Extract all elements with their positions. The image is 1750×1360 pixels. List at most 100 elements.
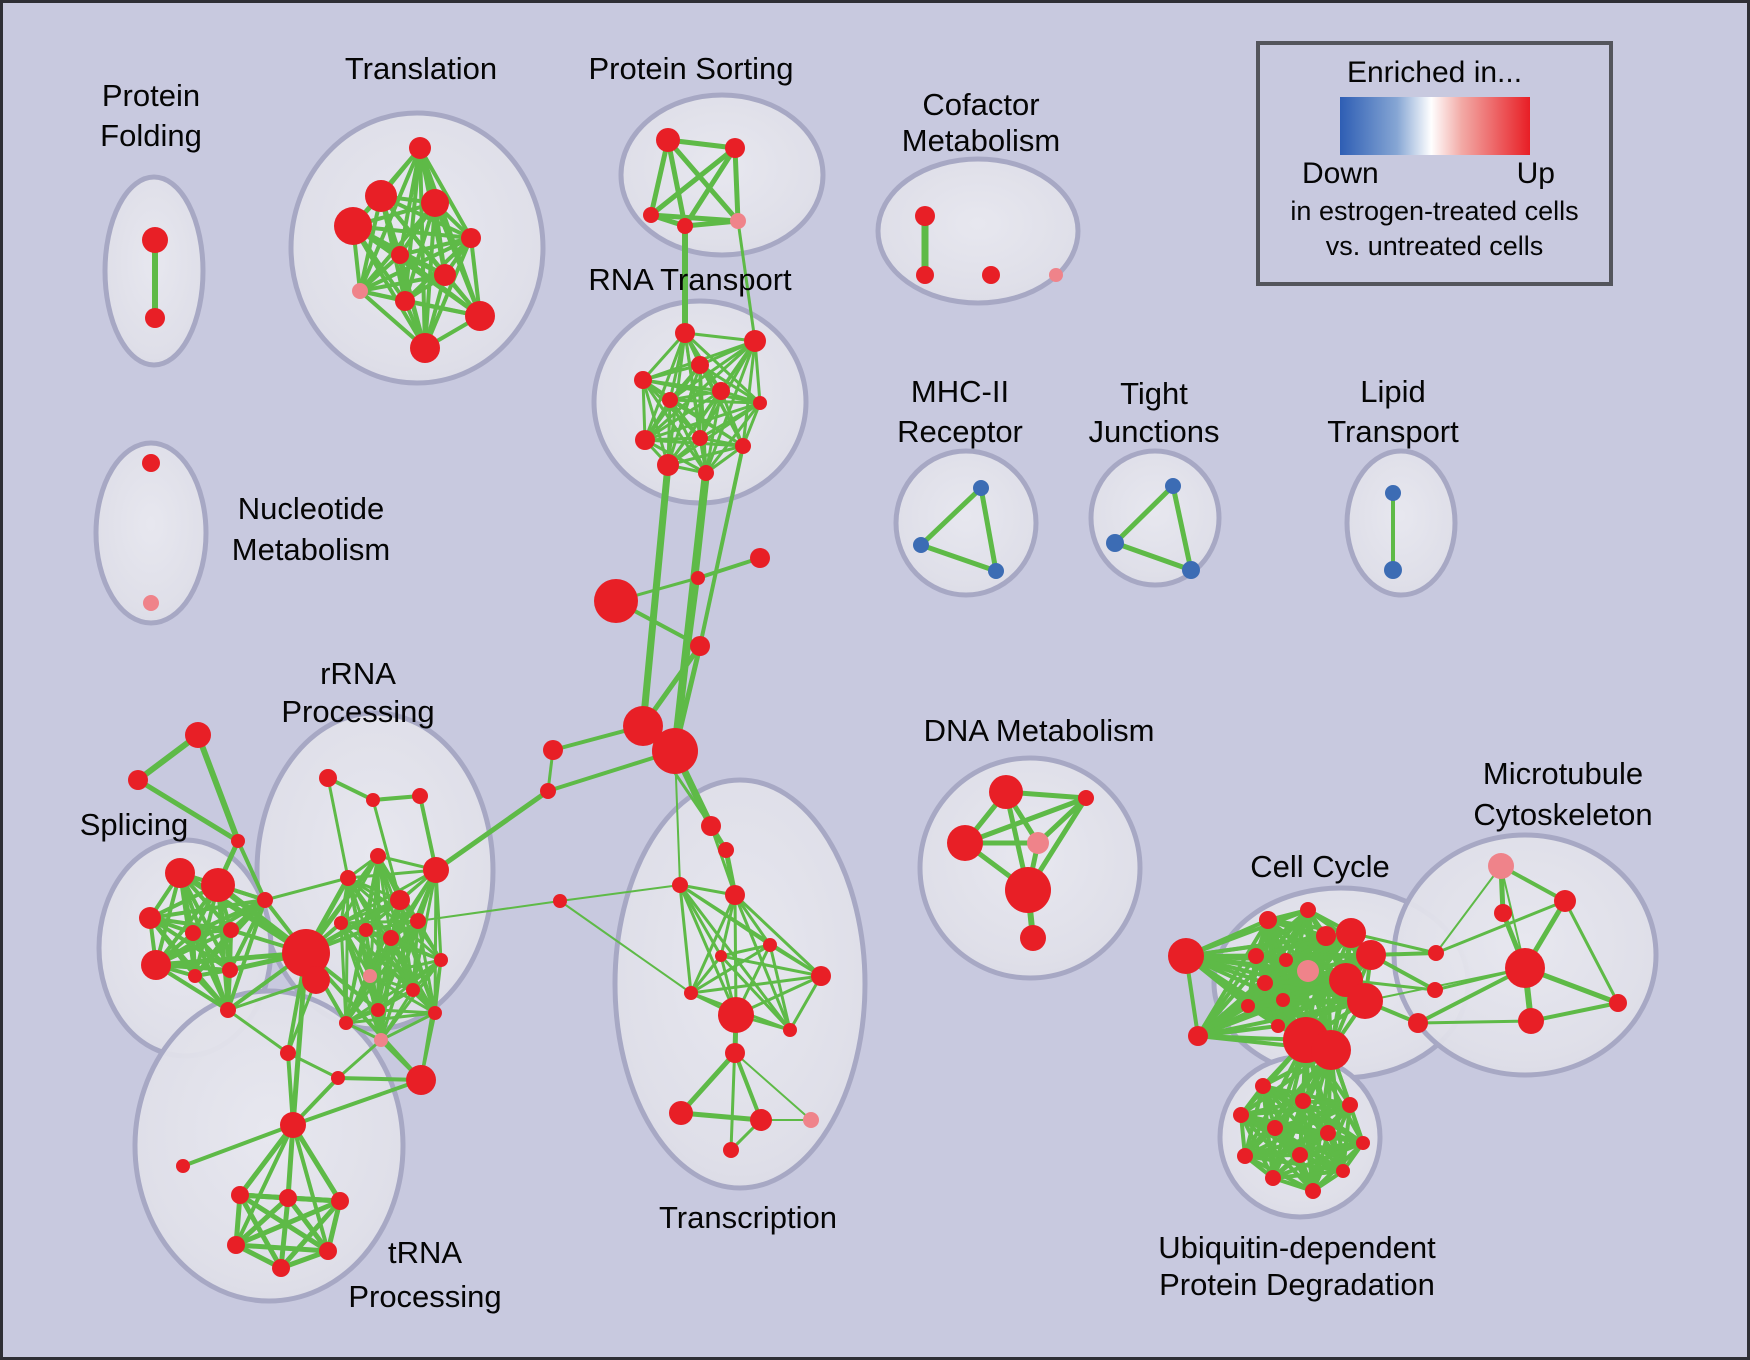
- enrichment-overlap-edge: [698, 363, 762, 405]
- gene-set-node-99: [672, 877, 688, 893]
- enrichment-overlap-edge: [1246, 999, 1367, 1008]
- enrichment-overlap-edge: [417, 900, 561, 922]
- gene-set-node-77: [434, 953, 448, 967]
- gene-set-node-63: [222, 962, 238, 978]
- gene-set-node-147: [1342, 1097, 1358, 1113]
- enrichment-overlap-edge: [641, 331, 687, 382]
- gene-set-node-9: [352, 283, 368, 299]
- cluster-label-trna-processing: tRNA: [388, 1235, 462, 1270]
- cluster-label-rrna-processing: Processing: [281, 694, 434, 729]
- gene-set-node-130: [1241, 999, 1255, 1013]
- enrichment-overlap-edge: [733, 893, 823, 978]
- gene-set-node-87: [280, 1112, 306, 1138]
- gene-set-node-104: [684, 986, 698, 1000]
- gene-set-node-79: [406, 983, 420, 997]
- enrichment-overlap-edge: [389, 936, 437, 1015]
- gene-set-node-139: [1488, 853, 1514, 879]
- enrichment-overlap-edge: [666, 389, 723, 467]
- gene-set-node-82: [339, 1016, 353, 1030]
- gene-set-node-136: [1408, 1013, 1428, 1033]
- gene-set-node-29: [692, 430, 708, 446]
- enrichment-overlap-edge: [689, 943, 772, 995]
- gene-set-node-52: [553, 894, 567, 908]
- enrichment-overlap-edge: [1529, 1001, 1620, 1023]
- gene-set-node-45: [691, 571, 705, 585]
- legend-title: Enriched in...: [1346, 56, 1523, 89]
- gene-set-node-119: [1188, 1026, 1208, 1046]
- gene-set-node-21: [1049, 268, 1063, 282]
- enrichment-overlap-edge: [278, 1198, 343, 1271]
- gene-set-node-111: [723, 1142, 739, 1158]
- gene-set-node-19: [916, 266, 934, 284]
- gene-set-node-148: [1233, 1107, 1249, 1123]
- enrichment-overlap-edge: [1243, 1131, 1330, 1158]
- gene-set-node-17: [730, 213, 746, 229]
- gene-set-node-151: [1356, 1136, 1370, 1150]
- gene-set-node-80: [371, 1003, 385, 1017]
- gene-set-node-142: [1505, 948, 1545, 988]
- enrichment-overlap-edge: [678, 1050, 738, 1116]
- enrichment-overlap-edge: [291, 1078, 423, 1127]
- cluster-ellipse-nucleotide-metabolism: [93, 440, 209, 626]
- cluster-label-lipid-transport: Lipid: [1360, 374, 1426, 409]
- gene-set-node-149: [1267, 1120, 1283, 1136]
- gene-set-node-58: [139, 907, 161, 929]
- cluster-label-nucleotide-metabolism: Nucleotide: [238, 491, 384, 526]
- gene-set-node-65: [220, 1002, 236, 1018]
- enrichment-overlap-edge: [1112, 540, 1194, 573]
- gene-set-node-101: [763, 938, 777, 952]
- gene-set-node-37: [1165, 478, 1181, 494]
- enrichment-overlap-edge: [226, 978, 318, 1012]
- enrichment-overlap-edge: [719, 954, 823, 978]
- enrichment-overlap-edge: [559, 884, 681, 902]
- enrichment-overlap-edge: [719, 943, 772, 958]
- enrichment-overlap-edge: [683, 331, 757, 343]
- enrichment-overlap-edge: [678, 1110, 764, 1123]
- gene-set-node-102: [715, 950, 727, 962]
- gene-set-node-105: [718, 997, 754, 1033]
- gene-set-node-13: [656, 128, 680, 152]
- enrichment-overlap-edge: [978, 485, 999, 574]
- gene-set-node-73: [410, 913, 426, 929]
- enrichment-overlap-edge: [768, 943, 792, 1032]
- enrichment-overlap-edge: [648, 145, 738, 218]
- legend-box: Enriched in... Down Up in estrogen-treat…: [1256, 41, 1613, 286]
- enrichment-overlap-edge: [698, 444, 745, 648]
- enrichment-overlap-edge: [1416, 1019, 1533, 1025]
- enrichment-overlap-edge: [1246, 954, 1258, 1008]
- enrichment-overlap-edge: [559, 900, 692, 994]
- cluster-ellipse-lipid-transport: [1344, 448, 1458, 598]
- enrichment-overlap-edge: [1434, 899, 1567, 955]
- enrichment-overlap-edge: [668, 398, 762, 405]
- gene-set-node-92: [227, 1236, 245, 1254]
- gene-set-node-153: [1292, 1147, 1308, 1163]
- gene-set-node-31: [735, 438, 751, 454]
- gene-set-node-123: [1336, 918, 1366, 948]
- enrichment-overlap-edge: [379, 1011, 437, 1042]
- gene-set-node-128: [1257, 975, 1273, 991]
- enrichment-overlap-edge: [379, 988, 415, 1042]
- enrichment-overlap-edge: [643, 401, 762, 442]
- enrichment-overlap-edge: [733, 893, 738, 1017]
- gene-set-node-39: [1182, 561, 1200, 579]
- enrichment-overlap-edge: [398, 898, 437, 1015]
- enrichment-overlap-edge: [278, 1195, 291, 1271]
- enrichment-overlap-edge: [291, 1123, 330, 1253]
- cluster-ellipse-trna-processing: [132, 988, 406, 1304]
- enrichment-overlap-edge: [389, 936, 443, 962]
- enrichment-overlap-edge: [226, 1008, 290, 1055]
- cluster-label-cofactor-metabolism: Cofactor: [922, 87, 1039, 122]
- enrichment-overlap-edge: [233, 1195, 291, 1248]
- enrichment-overlap-edge: [704, 389, 723, 475]
- enrichment-overlap-edge: [1364, 967, 1526, 1002]
- gene-set-node-51: [540, 783, 556, 799]
- gene-set-node-24: [691, 356, 709, 374]
- gene-set-node-138: [1427, 982, 1443, 998]
- enrichment-overlap-edge: [398, 253, 482, 318]
- enrichment-overlap-edge: [689, 893, 737, 995]
- gene-set-node-81: [428, 1006, 442, 1020]
- enrichment-overlap-edge: [736, 219, 757, 343]
- gene-set-node-141: [1494, 904, 1512, 922]
- gene-set-node-30: [635, 430, 655, 450]
